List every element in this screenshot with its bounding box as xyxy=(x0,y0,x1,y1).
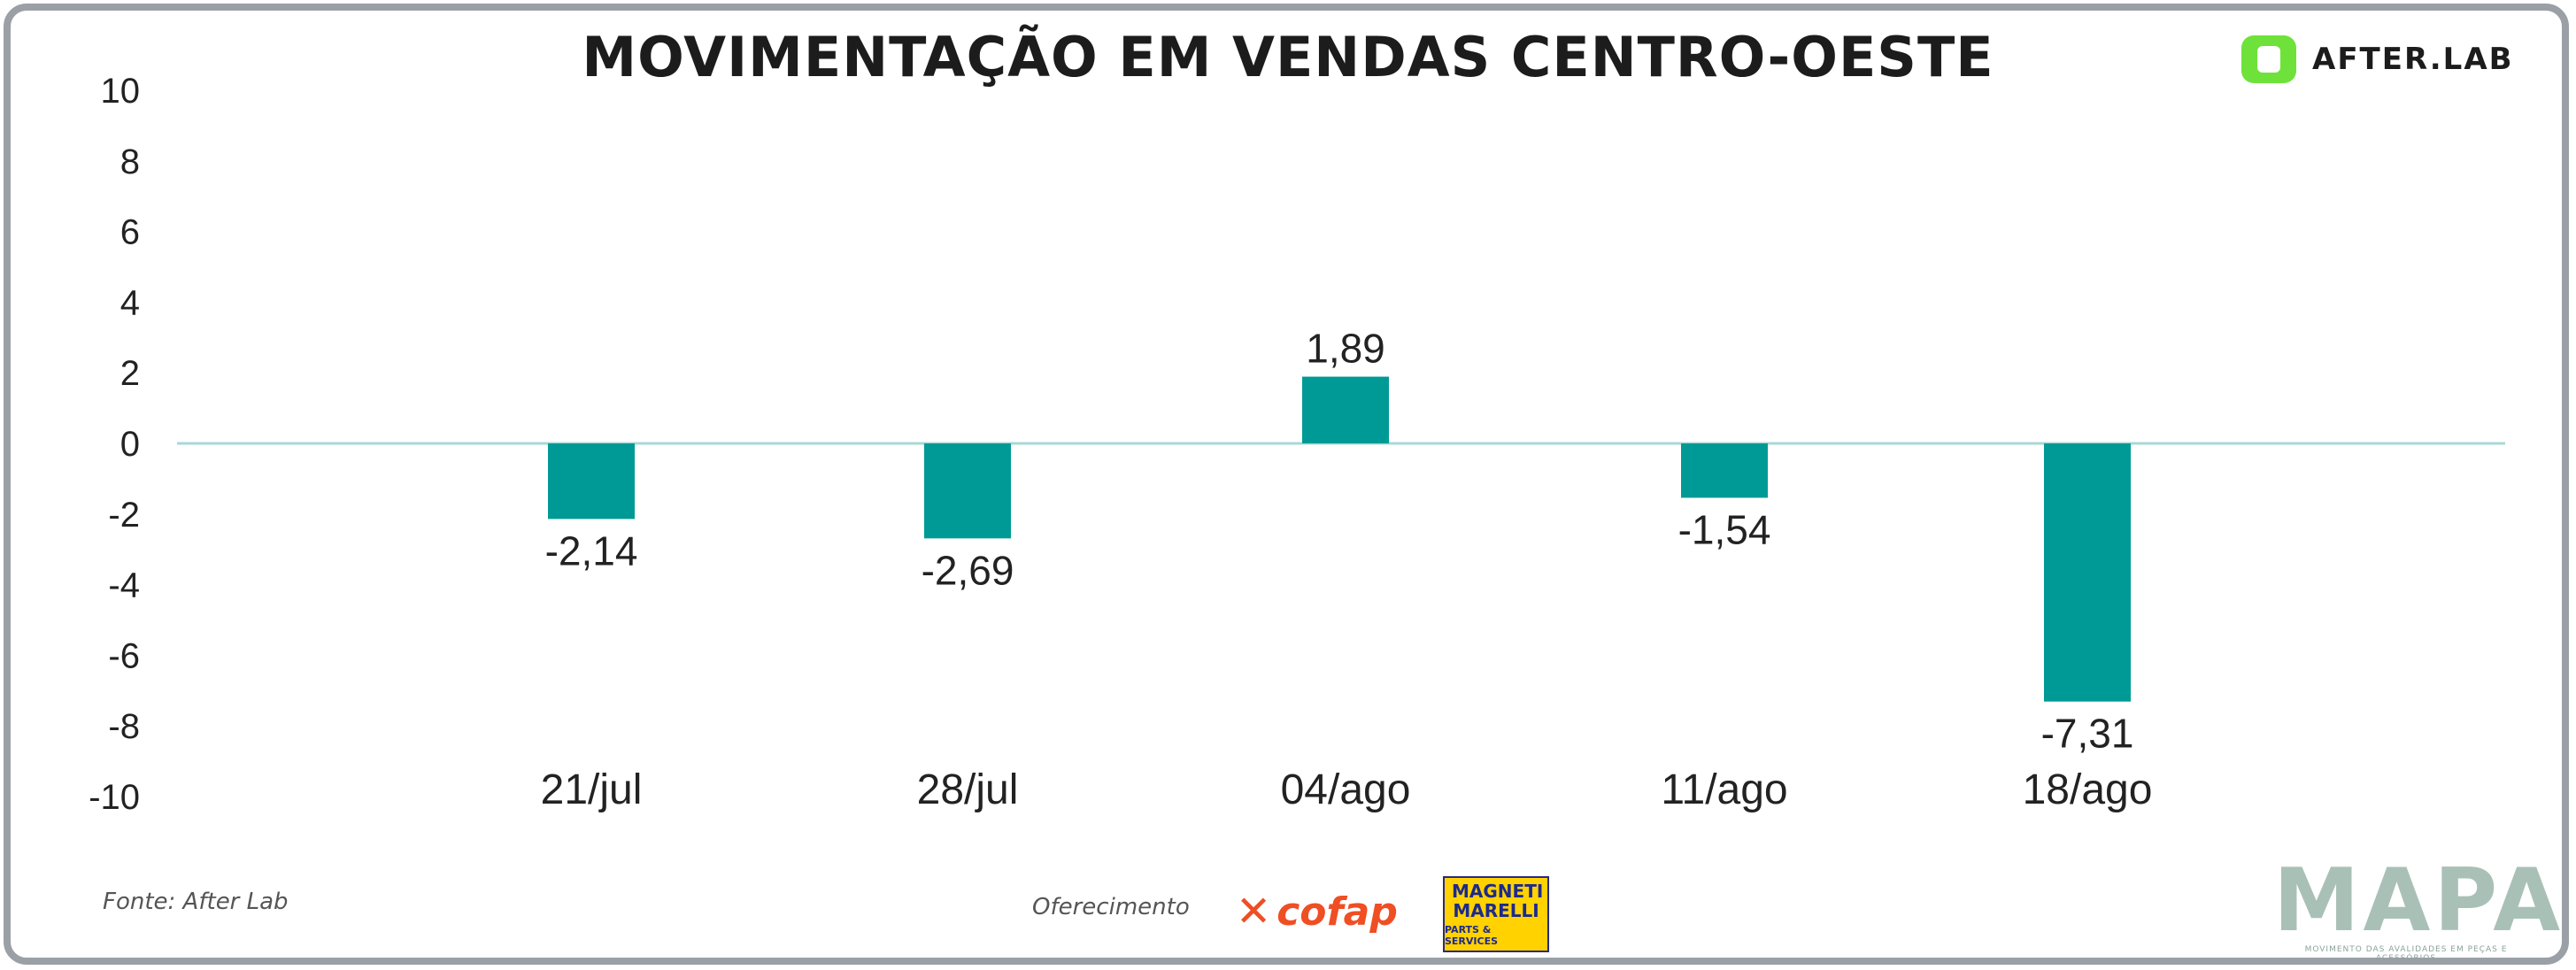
y-tick-label: 0 xyxy=(120,425,140,464)
data-label: 1,89 xyxy=(1306,326,1385,372)
data-label: -7,31 xyxy=(2041,711,2134,757)
bar-11-ago xyxy=(1681,443,1768,498)
sponsor-label: Oferecimento xyxy=(1032,894,1190,920)
afterlab-mark-icon xyxy=(2241,35,2296,83)
x-category-label: 28/jul xyxy=(917,766,1019,813)
x-category-label: 18/ago xyxy=(2023,766,2153,813)
x-category-label: 04/ago xyxy=(1281,766,1411,813)
y-tick-label: 10 xyxy=(101,72,141,111)
afterlab-logo: AFTER.LAB xyxy=(2241,32,2514,87)
chart-frame xyxy=(4,4,2569,965)
y-tick-label: -8 xyxy=(108,707,140,746)
y-tick-label: -10 xyxy=(89,778,140,817)
y-tick-label: -6 xyxy=(108,636,140,675)
x-category-label: 21/jul xyxy=(541,766,643,813)
afterlab-brand-text: AFTER.LAB xyxy=(2312,42,2514,77)
y-tick-label: -4 xyxy=(108,566,140,605)
bar-18-ago xyxy=(2044,443,2131,702)
data-label: -2,69 xyxy=(922,547,1014,593)
y-tick-label: 4 xyxy=(120,283,140,322)
magneti-marelli-sub: PARTS & SERVICES xyxy=(1445,924,1499,947)
magneti-marelli-logo: MAGNETI MARELLI PARTS & SERVICES xyxy=(1443,876,1549,952)
cofap-x-icon: ✕ xyxy=(1236,887,1272,936)
mapa-logo-text: MAPA xyxy=(2273,851,2564,951)
y-tick-label: 6 xyxy=(120,213,140,252)
chart-title: MOVIMENTAÇÃO EM VENDAS CENTRO-OESTE xyxy=(582,25,1994,89)
magneti-marelli-name: MAGNETI MARELLI xyxy=(1452,881,1544,921)
x-category-label: 11/ago xyxy=(1661,766,1787,813)
cofap-logo-text: cofap xyxy=(1276,889,1398,935)
cofap-logo: ✕ cofap xyxy=(1236,887,1398,936)
mapa-logo: MAPA MOVIMENTO DAS AVALIDADES EM PEÇAS E… xyxy=(2273,851,2564,963)
y-tick-label: 2 xyxy=(120,354,140,393)
y-tick-label: -2 xyxy=(108,496,140,535)
y-tick-label: 8 xyxy=(120,142,140,181)
mapa-tagline: MOVIMENTO DAS AVALIDADES EM PEÇAS E ACES… xyxy=(2304,945,2508,963)
data-label: -1,54 xyxy=(1678,506,1771,552)
bar-28-jul xyxy=(924,443,1011,539)
bar-04-ago xyxy=(1302,376,1389,443)
data-label: -2,14 xyxy=(545,527,638,574)
source-note: Fonte: After Lab xyxy=(103,889,289,915)
bar-21-jul xyxy=(548,443,635,520)
